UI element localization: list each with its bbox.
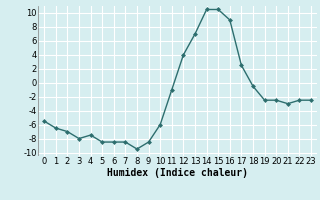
X-axis label: Humidex (Indice chaleur): Humidex (Indice chaleur)	[107, 168, 248, 178]
